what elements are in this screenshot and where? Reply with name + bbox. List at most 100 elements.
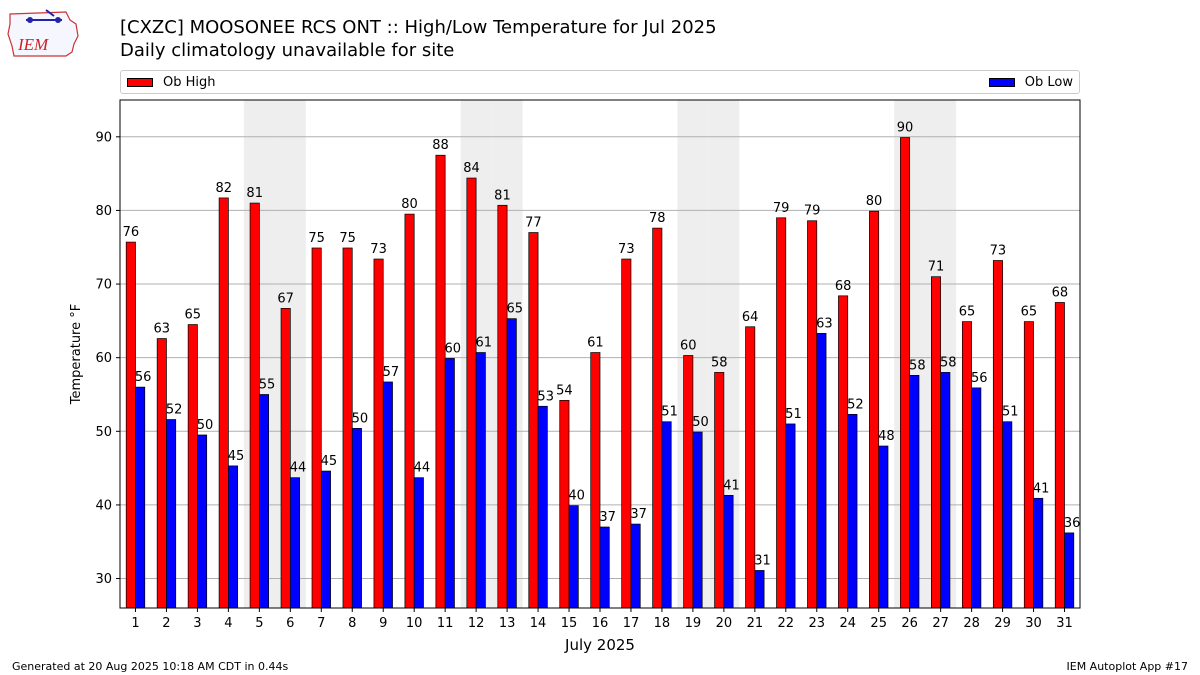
data-label-high: 71 <box>928 260 945 275</box>
legend: Ob High Ob Low <box>120 70 1080 94</box>
data-label-low: 51 <box>785 407 802 422</box>
x-tick-label: 13 <box>499 616 516 631</box>
x-tick-label: 28 <box>963 616 980 631</box>
legend-swatch-low <box>988 78 1015 87</box>
data-label-low: 56 <box>971 371 988 386</box>
data-label-high: 73 <box>990 243 1007 258</box>
bar-low <box>847 414 858 609</box>
legend-label-high: Ob High <box>163 75 216 90</box>
x-tick-label: 25 <box>870 616 887 631</box>
bar-high <box>621 258 632 609</box>
data-label-high: 82 <box>215 181 232 196</box>
bar-high <box>528 232 539 609</box>
data-label-high: 67 <box>277 291 294 306</box>
y-tick-label: 40 <box>95 498 112 513</box>
bar-low <box>289 477 300 609</box>
bar-high <box>992 260 1003 609</box>
bar-low <box>413 477 424 609</box>
x-tick-label: 8 <box>348 616 356 631</box>
data-label-low: 44 <box>290 461 307 476</box>
x-tick-label: 11 <box>437 616 454 631</box>
x-tick-label: 19 <box>685 616 702 631</box>
bar-high <box>218 197 229 609</box>
y-axis-label: Temperature °F <box>69 304 84 405</box>
x-tick-label: 14 <box>530 616 547 631</box>
bar-high <box>683 355 694 609</box>
bar-low <box>785 423 796 609</box>
bar-low <box>166 419 177 609</box>
data-label-high: 58 <box>711 355 728 370</box>
y-tick-label: 60 <box>95 351 112 366</box>
data-label-low: 57 <box>383 365 400 380</box>
chart-subtitle: Daily climatology unavailable for site <box>120 40 455 61</box>
data-label-low: 48 <box>878 429 895 444</box>
x-tick-label: 27 <box>932 616 949 631</box>
x-tick-label: 7 <box>317 616 325 631</box>
data-label-low: 60 <box>445 341 462 356</box>
data-label-low: 50 <box>197 418 214 433</box>
data-label-high: 54 <box>556 383 573 398</box>
bar-low <box>382 381 393 609</box>
bar-high <box>280 308 291 609</box>
data-label-low: 50 <box>692 415 709 430</box>
bar-low <box>197 434 208 609</box>
data-labels: 76 56 63 52 65 50 82 45 81 55 67 44 75 45 75 50 73 57 80 44… <box>123 121 1081 569</box>
iem-logo: IEM <box>7 9 79 57</box>
bar-high <box>249 202 260 609</box>
bar-low <box>971 387 982 609</box>
data-label-low: 52 <box>166 403 183 418</box>
x-tick-label: 12 <box>468 616 485 631</box>
bar-high <box>497 204 508 609</box>
data-label-high: 65 <box>1021 305 1038 320</box>
data-label-low: 31 <box>754 553 771 568</box>
data-label-low: 45 <box>228 449 245 464</box>
bar-low <box>692 431 703 609</box>
data-label-low: 45 <box>321 454 338 469</box>
data-label-high: 79 <box>804 204 821 219</box>
x-tick-label: 26 <box>901 616 918 631</box>
data-label-low: 58 <box>940 355 957 370</box>
x-tick-label: 24 <box>839 616 856 631</box>
data-label-high: 75 <box>308 231 325 246</box>
x-tick-label: 1 <box>131 616 139 631</box>
data-label-high: 90 <box>897 121 914 136</box>
bar-high <box>311 247 322 609</box>
chart-title: [CXZC] MOOSONEE RCS ONT :: High/Low Temp… <box>120 17 717 38</box>
x-tick-label: 18 <box>654 616 671 631</box>
data-label-high: 81 <box>246 186 263 201</box>
legend-item-low: Ob Low <box>988 75 1073 90</box>
bar-high <box>961 321 972 609</box>
x-tick-label: 10 <box>406 616 423 631</box>
data-label-high: 80 <box>401 197 418 212</box>
bar-low <box>135 386 146 609</box>
x-tick-label: 4 <box>224 616 232 631</box>
bar-high <box>342 247 353 609</box>
bar-low <box>816 333 827 609</box>
y-tick-label: 30 <box>95 572 112 587</box>
data-label-high: 79 <box>773 201 790 216</box>
y-tick-label: 70 <box>95 278 112 293</box>
bar-high <box>1054 302 1065 609</box>
data-label-low: 41 <box>1033 481 1050 496</box>
x-tick-label: 9 <box>379 616 387 631</box>
data-label-high: 65 <box>185 308 202 323</box>
bar-low <box>475 352 486 609</box>
bar-low <box>259 394 269 609</box>
x-tick-label: 16 <box>592 616 609 631</box>
bar-high <box>156 338 167 609</box>
data-label-low: 61 <box>476 336 493 351</box>
bar-low <box>537 405 548 609</box>
bar-high <box>125 241 136 609</box>
bar-low <box>723 495 734 609</box>
bar-low <box>661 421 672 609</box>
data-label-low: 51 <box>1002 405 1019 420</box>
bar-high <box>559 400 570 609</box>
x-tick-label: 30 <box>1025 616 1042 631</box>
x-tick-label: 5 <box>255 616 263 631</box>
bar-high <box>838 295 849 609</box>
data-label-high: 88 <box>432 138 449 153</box>
data-label-high: 77 <box>525 216 542 231</box>
x-tick-label: 15 <box>561 616 578 631</box>
data-label-low: 50 <box>352 411 369 426</box>
